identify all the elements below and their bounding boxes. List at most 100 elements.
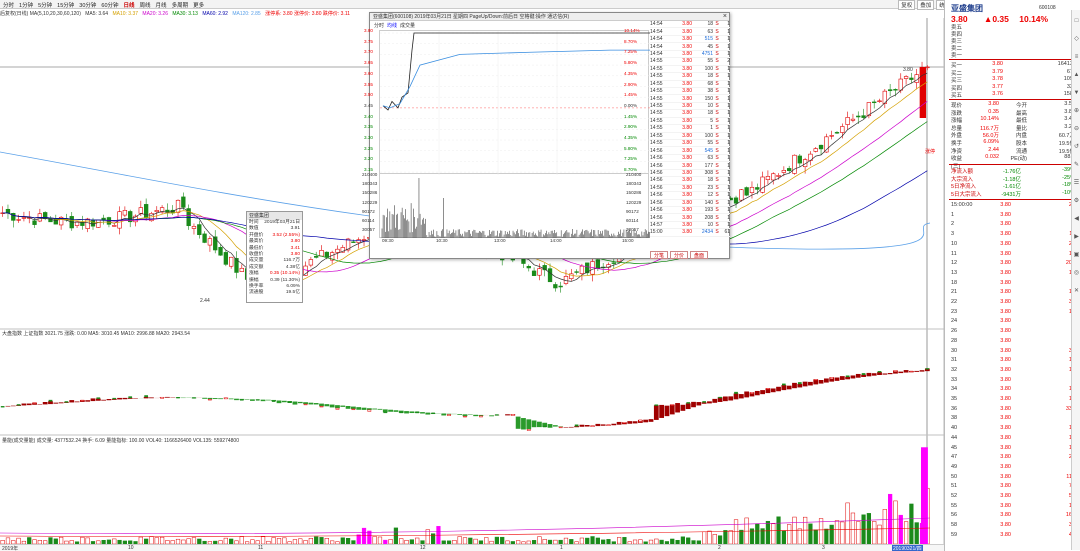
last-volume-bar xyxy=(921,447,928,544)
side-tool-icon[interactable]: ↺ xyxy=(1073,144,1080,150)
infobox-row: 最高价 3.80 xyxy=(247,239,302,245)
period-tab-8[interactable]: 月线 xyxy=(155,2,167,9)
side-tool-icon[interactable]: ◇ xyxy=(1074,36,1079,42)
popup-tab-0[interactable]: 分时 xyxy=(374,23,385,29)
index-candle xyxy=(558,426,563,429)
volume-bar xyxy=(80,536,85,544)
tick-price: 3.80 xyxy=(1000,444,1011,451)
tick-row: 33 3.804 xyxy=(951,377,1075,383)
popup-tab-1[interactable]: 均线 xyxy=(387,23,398,29)
trade-side: S xyxy=(715,28,719,35)
trade-side: S xyxy=(715,132,719,139)
tick-time: 33 xyxy=(951,376,958,383)
period-tab-5[interactable]: 60分钟 xyxy=(101,2,119,9)
side-tool-icon[interactable]: ⊕ xyxy=(1073,108,1080,114)
volume-bar xyxy=(377,536,383,544)
trade-time: 14:55 xyxy=(650,117,663,124)
minute-volume-chart[interactable] xyxy=(379,174,650,238)
tick-time: 24 xyxy=(951,318,958,325)
period-tab-2[interactable]: 5分钟 xyxy=(38,2,53,9)
side-tool-icon[interactable]: ◀ xyxy=(1074,216,1079,222)
intraday-popup[interactable]: 亚盛集团(600108) 2019年03月21日 星期四 PageUp/Down… xyxy=(362,12,730,259)
toolbar-button-0[interactable]: 复权 xyxy=(898,0,916,10)
infobox-value: 19.5亿 xyxy=(285,290,300,296)
period-tab-4[interactable]: 30分钟 xyxy=(79,2,97,9)
period-tab-9[interactable]: 多周期 xyxy=(171,2,189,9)
volume-bar xyxy=(117,539,122,544)
stat-key: 换手 xyxy=(951,141,963,147)
stock-code: 600108 xyxy=(1039,5,1056,11)
tick-volume: 30 xyxy=(1011,299,1075,305)
period-tab-10[interactable]: 更多 xyxy=(193,2,205,9)
side-tool-icon[interactable]: ✕ xyxy=(1073,288,1080,294)
trade-time: 14:55 xyxy=(650,88,663,95)
candle xyxy=(5,204,11,219)
trade-side: S xyxy=(715,155,719,162)
tick-price: 3.80 xyxy=(1000,221,1011,228)
trade-volume: 23 xyxy=(707,184,713,191)
ask-row: 卖二 xyxy=(951,44,1076,52)
volume-bar xyxy=(468,537,473,544)
minute-price-chart[interactable] xyxy=(379,30,650,175)
stat-value: 3.41 xyxy=(1064,116,1075,123)
toolbar-button-1[interactable]: 叠加 xyxy=(917,0,935,10)
tick-row: 13.801 xyxy=(951,212,1075,218)
tick-volume: 10 xyxy=(1011,386,1075,392)
index-candle xyxy=(702,401,706,403)
side-tool-icon[interactable]: ▲ xyxy=(1073,72,1080,78)
minute-price-tick: 3.80 xyxy=(364,28,373,33)
trade-side: S xyxy=(715,199,719,206)
ask-row: 卖一 xyxy=(951,51,1076,59)
side-tool-icon[interactable]: ✎ xyxy=(1073,162,1080,168)
tick-time: 52 xyxy=(951,493,958,499)
stat-value: 3.80 xyxy=(988,101,999,107)
trade-time: 14:55 xyxy=(650,110,663,117)
candle xyxy=(85,217,90,233)
period-tab-6[interactable]: 日线 xyxy=(123,2,135,9)
popup-footer: 分笔 分价 盘面 xyxy=(650,251,730,259)
trade-price: 3.80 xyxy=(682,155,692,162)
infobox-row: 收盘价 3.80 xyxy=(247,252,302,258)
index-candle xyxy=(64,401,69,403)
trade-list[interactable]: 14:54 3.80 18 S 1 14:54 3.80 63 S 1 14:54 3.80 515 S 1… xyxy=(650,21,730,241)
popup-footer-button-1[interactable]: 分价 xyxy=(670,251,689,259)
candle xyxy=(202,231,207,244)
close-icon[interactable]: × xyxy=(722,13,727,20)
volume-bar xyxy=(712,534,717,544)
indicator-label: 后复权(日线) MA(5,10,20,30,60,120) xyxy=(0,11,81,17)
period-tab-3[interactable]: 15分钟 xyxy=(57,2,75,9)
index-candle xyxy=(16,404,21,406)
side-tool-icon[interactable]: ▼ xyxy=(1073,90,1080,96)
bid-label: 买三 xyxy=(951,78,963,85)
period-tab-7[interactable]: 周线 xyxy=(139,2,151,9)
side-tool-icon[interactable]: □ xyxy=(1074,18,1079,24)
period-tab-0[interactable]: 分时 xyxy=(3,2,15,9)
date-tick: 2 xyxy=(718,545,721,551)
popup-footer-button-0[interactable]: 分笔 xyxy=(650,251,669,259)
tick-price: 3.80 xyxy=(1000,396,1011,402)
stat-value: 88.6 xyxy=(1064,154,1075,161)
tick-price: 3.80 xyxy=(1000,463,1011,470)
side-tool-icon[interactable]: ⚙ xyxy=(1073,198,1080,204)
side-tool-icon[interactable]: ▣ xyxy=(1073,252,1080,258)
side-tool-icon[interactable]: ▶ xyxy=(1074,234,1079,240)
side-tool-icon[interactable]: ⊖ xyxy=(1073,126,1080,132)
period-tab-1[interactable]: 1分钟 xyxy=(19,2,34,9)
popup-footer-button-2[interactable]: 盘面 xyxy=(690,251,709,259)
minute-price-tick: 3.30 xyxy=(364,135,373,140)
trade-row: 14:55 3.80 1 S 1 xyxy=(650,125,730,133)
candle xyxy=(797,153,802,168)
infobox-row: 振幅 0.39 (11.30%) xyxy=(247,278,302,284)
trade-price: 3.80 xyxy=(682,50,692,57)
candle xyxy=(314,251,319,259)
candle xyxy=(218,244,223,256)
trade-row: 14:55 3.80 5 S 1 xyxy=(650,117,730,126)
side-tool-icon[interactable]: ≡ xyxy=(1074,54,1079,60)
side-tool-icon[interactable]: ☰ xyxy=(1073,180,1080,186)
index-candle xyxy=(542,425,547,428)
tick-time: 1 xyxy=(951,211,955,218)
tick-time: 26 xyxy=(951,328,958,335)
popup-tab-2[interactable]: 成交量 xyxy=(400,23,416,29)
side-tool-icon[interactable]: ◎ xyxy=(1073,270,1080,276)
minute-price-tick: 3.65 xyxy=(364,60,373,66)
